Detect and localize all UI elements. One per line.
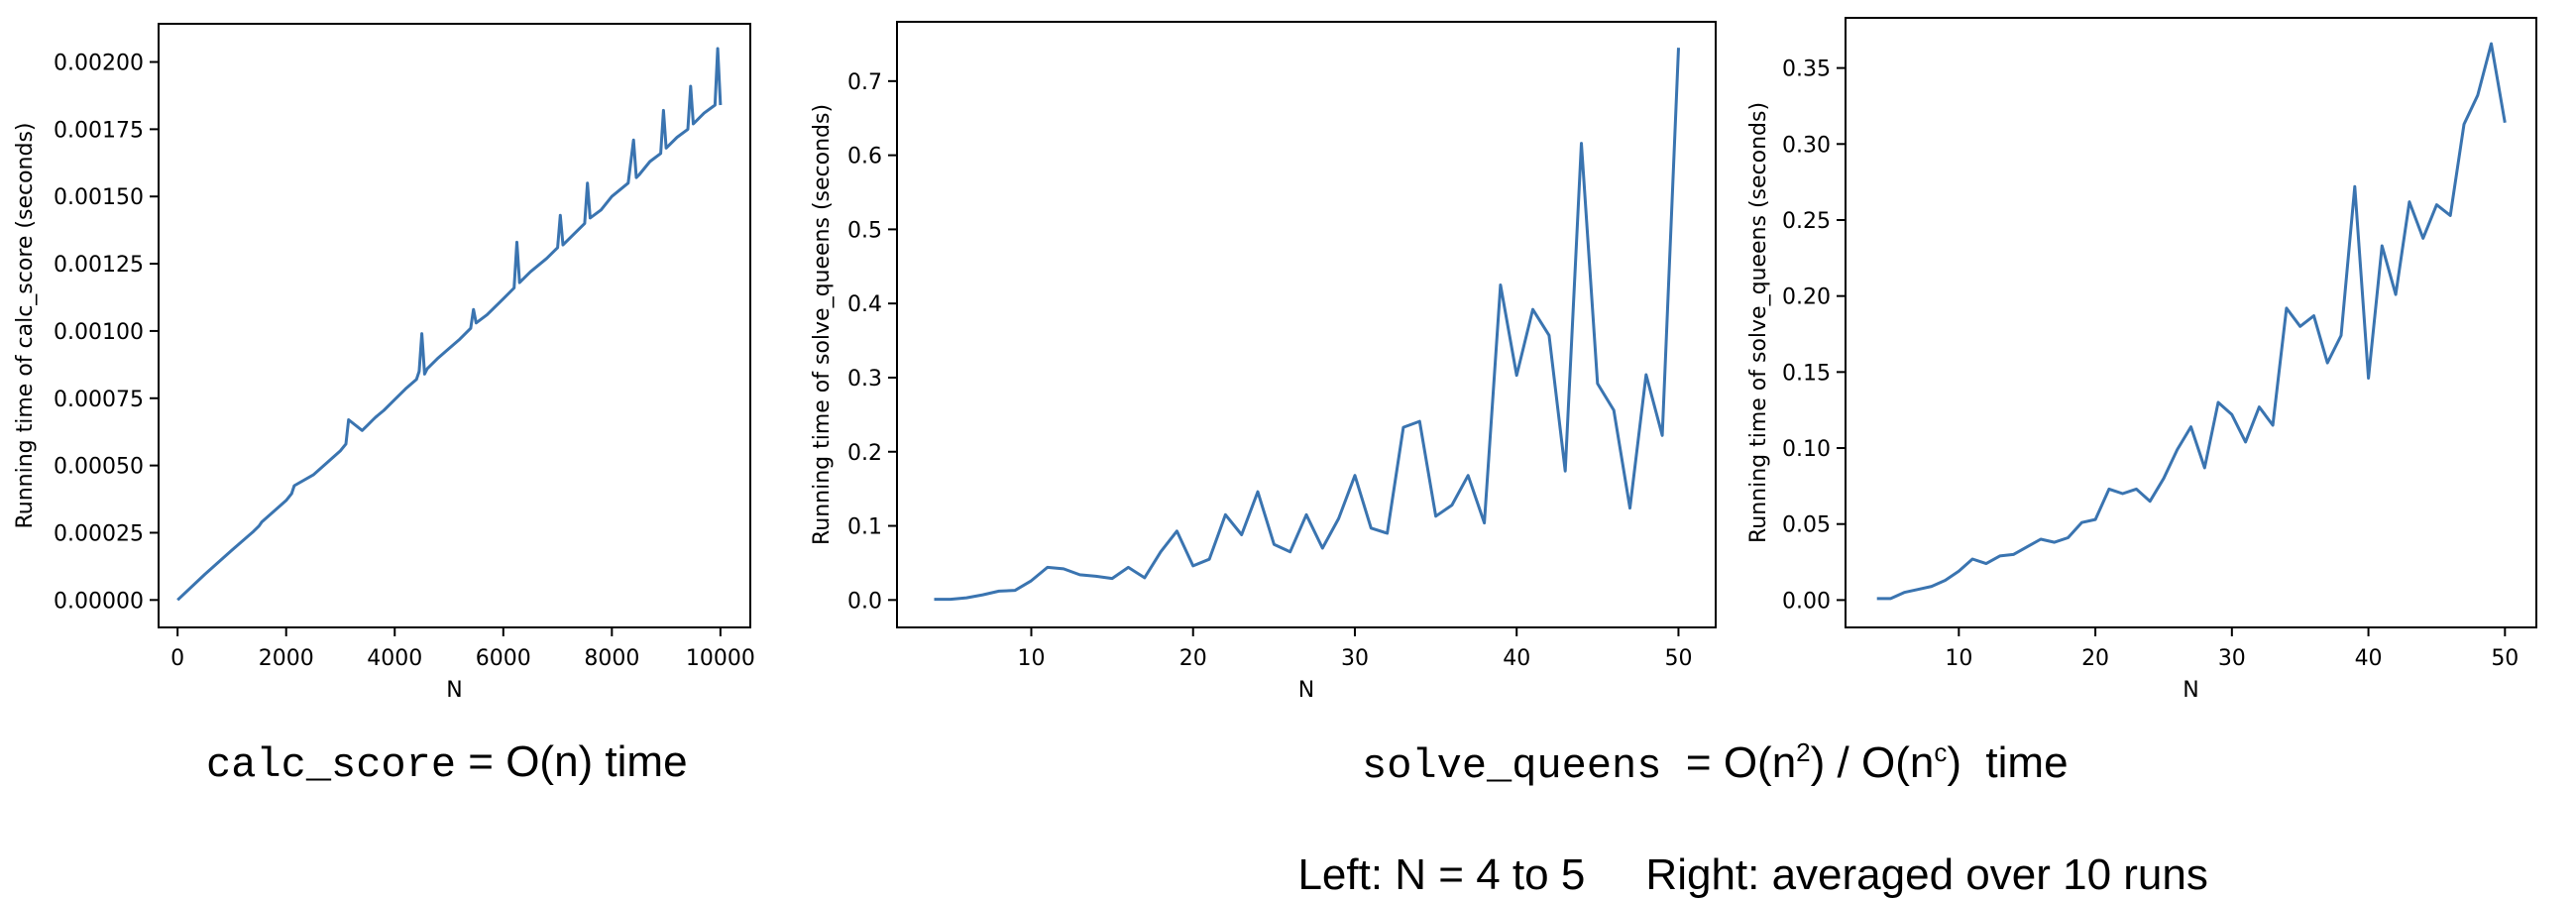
chart-0-y-tick-label-8: 0.00200: [54, 52, 144, 76]
caption-solve-queens-note-text: Left: N = 4 to 5 Right: averaged over 10…: [1297, 850, 2208, 899]
chart-0-x-tick-label-3: 6000: [476, 646, 531, 671]
caption-solve-queens-func: solve_queens: [1362, 742, 1662, 790]
chart-2-y-tick-label-5: 0.25: [1782, 209, 1831, 234]
chart-1-y-tick-label-7: 0.7: [847, 70, 882, 95]
solve-queens-chart-left: 10 20 30 40 50 0.0 0.1 0.2 0.3 0.4 0.5 0.6 0.7 N Runni…: [810, 21, 1717, 703]
caption-calc-score-complexity: = O(n) time: [456, 737, 688, 786]
chart-2-y-tick-label-4: 0.20: [1782, 285, 1831, 310]
chart-2-y-axis-title: Running time of solve_queens (seconds): [1746, 102, 1771, 543]
chart-2-y-tick-label-7: 0.35: [1782, 57, 1831, 82]
chart-1-x-tick-label-1: 20: [1179, 646, 1207, 671]
chart-0-y-tick-label-5: 0.00125: [54, 253, 144, 278]
chart-0-y-tick-label-3: 0.00075: [54, 388, 144, 412]
chart-1-y-tick-label-1: 0.1: [847, 515, 882, 540]
caption-solve-queens: solve_queens = O(n2) / O(nc) time: [1362, 737, 2069, 790]
chart-2-x-tick-label-0: 10: [1945, 646, 1972, 671]
chart-1-y-tick-label-0: 0.0: [847, 589, 882, 614]
chart-0-y-tick-label-2: 0.00050: [54, 455, 144, 480]
chart-1-x-tick-label-0: 10: [1017, 646, 1045, 671]
caption-calc-score: calc_score = O(n) time: [206, 737, 688, 789]
chart-2-y-tick-label-0: 0.00: [1782, 589, 1831, 614]
chart-1-series-0-line: [934, 48, 1680, 602]
chart-0-y-tick-label-0: 0.00000: [54, 589, 144, 614]
chart-2-x-tick-label-4: 50: [2491, 646, 2519, 671]
caption-calc-score-func: calc_score: [206, 741, 457, 789]
chart-0-y-tick-label-6: 0.00150: [54, 185, 144, 210]
chart-1-x-tick-label-2: 30: [1341, 646, 1369, 671]
chart-0-y-tick-label-7: 0.00175: [54, 118, 144, 143]
chart-1-plot-frame: [896, 21, 1717, 628]
chart-0-y-axis-title: Running time of calc_score (seconds): [13, 122, 38, 528]
chart-0-plot-frame: [158, 23, 751, 628]
chart-1-x-tick-label-3: 40: [1503, 646, 1530, 671]
caption-solve-queens-sup-1: 2: [1796, 737, 1811, 767]
chart-1-y-tick-label-5: 0.5: [847, 218, 882, 243]
chart-2-x-tick-label-3: 40: [2355, 646, 2383, 671]
caption-solve-queens-note: Left: N = 4 to 5 Right: averaged over 10…: [1274, 801, 2208, 900]
chart-2-x-tick-label-2: 30: [2218, 646, 2246, 671]
calc-score-chart: 0 2000 4000 6000 8000 10000 0.00000 0.00025 0.00…: [13, 23, 755, 703]
chart-0-x-tick-label-5: 10000: [686, 646, 755, 671]
chart-0-x-tick-label-2: 4000: [367, 646, 422, 671]
chart-1-x-axis-title: N: [1298, 678, 1314, 703]
chart-2-y-tick-label-1: 0.05: [1782, 513, 1831, 538]
caption-solve-queens-text-1: = O(n: [1661, 738, 1797, 787]
chart-2-series-0-line: [1876, 42, 2507, 601]
solve-queens-chart-right: 10 20 30 40 50 0.00 0.05 0.10 0.15 0.20 0.25 0.30 0.…: [1746, 17, 2537, 703]
chart-2-x-tick-label-1: 20: [2081, 646, 2109, 671]
caption-solve-queens-text-3: ) time: [1947, 738, 2069, 787]
chart-0-x-tick-label-4: 8000: [584, 646, 639, 671]
chart-2-y-tick-label-3: 0.15: [1782, 361, 1831, 386]
chart-2-plot-frame: [1845, 17, 2537, 628]
chart-1-y-tick-label-3: 0.3: [847, 367, 882, 392]
chart-2-y-tick-label-6: 0.30: [1782, 133, 1831, 158]
chart-0-x-axis-title: N: [446, 678, 462, 703]
chart-0-x-tick-label-0: 0: [170, 646, 184, 671]
chart-2-x-axis-title: N: [2183, 678, 2198, 703]
caption-solve-queens-text-2: ) / O(n: [1810, 738, 1935, 787]
chart-0-series-0-line: [176, 47, 723, 602]
chart-1-y-axis-title: Running time of solve_queens (seconds): [810, 104, 835, 545]
chart-0-x-tick-label-1: 2000: [259, 646, 314, 671]
chart-0-y-tick-label-1: 0.00025: [54, 521, 144, 546]
caption-solve-queens-sup-2: c: [1934, 737, 1948, 767]
chart-0-y-tick-label-4: 0.00100: [54, 320, 144, 345]
chart-1-x-tick-label-4: 50: [1664, 646, 1692, 671]
chart-2-y-tick-label-2: 0.10: [1782, 437, 1831, 462]
chart-1-y-tick-label-6: 0.6: [847, 145, 882, 169]
chart-1-y-tick-label-4: 0.4: [847, 292, 882, 317]
chart-1-y-tick-label-2: 0.2: [847, 441, 882, 466]
